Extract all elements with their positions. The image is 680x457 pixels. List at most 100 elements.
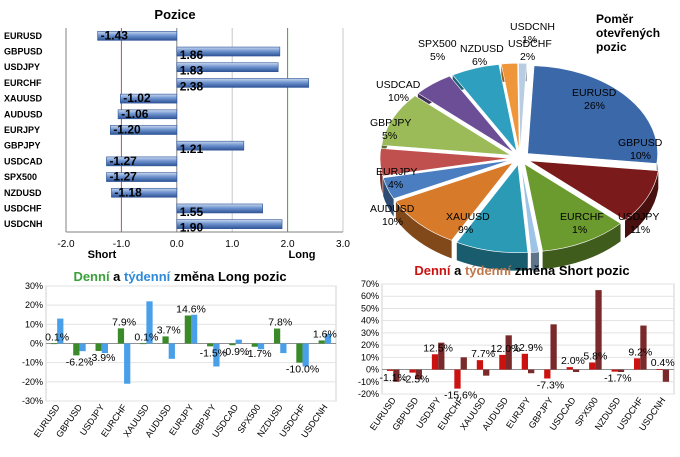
slice-pct-usdjpy: 11% — [630, 224, 650, 236]
slice-audusd — [395, 162, 514, 241]
slice-xauusd — [456, 163, 529, 253]
data-label-nzdusd: 7.8% — [268, 317, 292, 329]
pie-title-line-3: pozic — [596, 40, 627, 54]
positions-chart-title: Pozice — [154, 7, 195, 22]
bar-series1-nzdusd — [280, 343, 287, 354]
category-label-eurchf: EURCHF — [4, 78, 42, 88]
bar-series0-nzdusd — [611, 369, 618, 372]
bar-eurusd — [97, 31, 178, 41]
category-label-eurusd: EURUSD — [4, 31, 43, 41]
bar-series0-eurjpy — [521, 353, 528, 370]
slice-side-xauusd — [456, 242, 528, 271]
data-label-usdjpy: 12.5% — [423, 342, 453, 354]
value-label-usdcad: -1.27 — [109, 154, 137, 168]
bar-series1-eurchf — [460, 357, 467, 370]
bar-usdchf — [176, 203, 263, 214]
bar-series1-usdcnh — [662, 369, 670, 382]
y-tick-label: 20% — [361, 340, 379, 350]
slice-pct-usdcnh: 1% — [522, 34, 537, 46]
data-label-audusd: 12.0% — [491, 343, 521, 355]
bar-series1-eurusd — [57, 318, 64, 344]
bar-series1-usdcad — [235, 339, 242, 344]
bar-series1-xauusd — [146, 301, 153, 344]
y-tick-label: -10% — [358, 377, 379, 387]
data-label-usdchf: 9.2% — [628, 346, 652, 358]
value-label-eurjpy: -1.20 — [113, 123, 141, 137]
data-label-gbpjpy: -7.3% — [537, 379, 564, 391]
title-part-2: týdenní — [465, 263, 512, 278]
bar-series0-xauusd — [476, 360, 484, 370]
positions-chart: Pozice EURUSD GBPUSD USDJPY EURCHF XAUUSD AUD… — [4, 7, 350, 261]
value-label-usdchf: 1.55 — [180, 205, 204, 219]
slice-name-nzdusd: NZDUSD — [460, 43, 504, 55]
bar-series0-gbpusd — [409, 369, 416, 373]
slice-pct-nzdusd: 6% — [472, 56, 487, 68]
bar-series0-nzdusd — [273, 328, 281, 344]
bar-series1-nzdusd — [617, 369, 625, 372]
bar-series1-xauusd — [483, 369, 490, 376]
y-tick-label: 10% — [25, 319, 43, 329]
short-label: Short — [88, 249, 117, 261]
category-label-usdchf: USDCHF — [4, 203, 42, 213]
bar-series0-spx500 — [589, 362, 596, 370]
bar-usdcnh — [176, 219, 283, 229]
data-label-xauusd: 7.7% — [471, 348, 495, 360]
title-part-0: Denní — [73, 269, 110, 284]
slice-eurusd — [527, 65, 658, 164]
slice-usdchf — [500, 62, 520, 152]
data-label-xauusd: 0.1% — [134, 331, 158, 343]
category-label-gbpjpy: GBPJPY — [4, 141, 41, 151]
slice-pct-spx500: 5% — [430, 51, 445, 63]
slice-side-usdjpy — [542, 223, 621, 270]
slice-name-usdchf: USDCHF — [508, 38, 552, 50]
bar-series1-usdjpy — [438, 342, 445, 370]
bar-gbpusd — [176, 46, 281, 57]
long-change-chart-title: Denní a týdenní změna Long pozic — [73, 269, 286, 284]
x-tick-label: 3.0 — [336, 239, 350, 250]
title-part-0: Denní — [414, 263, 451, 278]
data-label-eurusd: 0.1% — [45, 331, 69, 343]
slice-side-gbpusd — [625, 170, 659, 239]
slice-pct-xauusd: 9% — [458, 224, 473, 236]
y-tick-label: 0% — [366, 365, 379, 375]
category-label-eurjpy: EURJPY — [4, 125, 40, 135]
slice-side-eurjpy — [383, 177, 394, 217]
slice-name-eurjpy: EURJPY — [376, 166, 417, 178]
category-label-audusd: AUDUSD — [4, 109, 43, 119]
bar-series1-eurjpy — [528, 369, 535, 374]
bar-series0-gbpjpy — [207, 343, 214, 347]
slice-name-spx500: SPX500 — [418, 38, 457, 50]
category-label-xauusd: XAUUSD — [4, 94, 43, 104]
bar-usdcad — [106, 156, 178, 167]
bar-gbpjpy — [176, 140, 245, 151]
title-part-1: a — [110, 269, 124, 284]
value-label-gbpjpy: 1.21 — [180, 142, 204, 156]
slice-name-usdcad: USDCAD — [376, 79, 421, 91]
bar-series0-usdcnh — [318, 340, 325, 344]
x-tick-label: -1.0 — [113, 239, 131, 250]
bar-series0-usdchf — [296, 343, 303, 363]
value-label-usdjpy: 1.83 — [180, 64, 204, 78]
bar-series0-eurusd — [50, 343, 58, 345]
bar-series1-gbpusd — [415, 369, 422, 380]
bar-series0-usdcad — [566, 367, 573, 370]
data-label-spx500: 5.8% — [583, 350, 607, 362]
y-tick-label: 30% — [361, 328, 379, 338]
y-tick-label: 10% — [361, 352, 379, 362]
data-label-usdjpy: -3.9% — [88, 352, 115, 364]
y-tick-label: 70% — [361, 279, 379, 289]
value-label-eurchf: 2.38 — [180, 79, 204, 93]
short-change-chart: Denní a týdenní změna Short pozic 70% 60%… — [358, 263, 675, 433]
data-label-gbpusd: -6.2% — [66, 356, 93, 368]
bar-series1-eurchf — [124, 343, 131, 384]
bar-series0-usdcnh — [656, 369, 663, 370]
ratio-pie-chart: Poměr otevřených pozic EURUSD26%GBPUSD10… — [370, 12, 663, 271]
category-label-nzdusd: NZDUSD — [4, 188, 42, 198]
value-label-audusd: -1.06 — [121, 107, 149, 121]
slice-eurjpy — [382, 159, 511, 200]
bar-eurchf — [176, 78, 309, 88]
title-part-3: změna Short pozic — [511, 263, 629, 278]
data-label-eurusd: -1.1% — [380, 372, 407, 384]
y-tick-label: 40% — [361, 316, 379, 326]
slice-name-gbpjpy: GBPJPY — [370, 117, 411, 129]
